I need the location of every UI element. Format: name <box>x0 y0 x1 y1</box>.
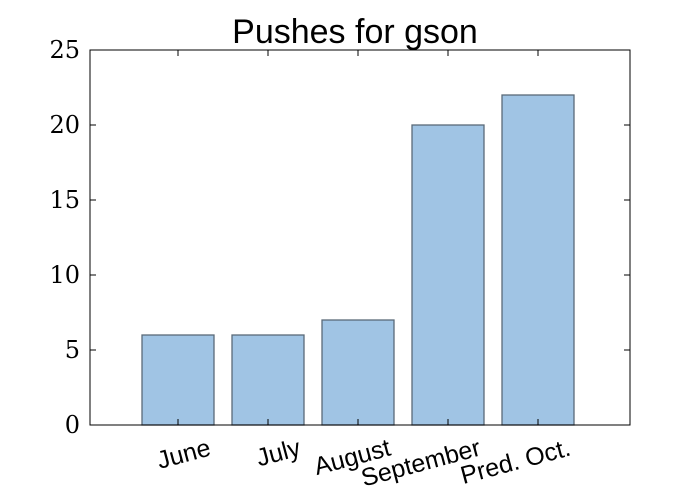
bar-september <box>411 124 485 426</box>
bar-pred-oct <box>501 94 575 426</box>
chart-title: Pushes for gson <box>232 13 478 51</box>
bar-july <box>231 334 305 426</box>
x-tick-label: July <box>253 434 304 473</box>
y-tick-label: 10 <box>49 261 80 289</box>
y-tick-label: 0 <box>65 411 80 439</box>
plot-frame <box>89 49 631 426</box>
y-tick-label: 20 <box>49 111 80 139</box>
y-tick-label: 25 <box>49 36 80 64</box>
bar-august <box>321 319 395 426</box>
y-tick-label: 15 <box>49 186 80 214</box>
y-tick-label: 5 <box>65 336 80 364</box>
y-tick-labels-group: 0 5 10 15 20 25 <box>49 36 80 439</box>
bar-june <box>141 334 215 426</box>
bars-group <box>141 94 575 426</box>
x-tick-label: June <box>154 434 214 475</box>
